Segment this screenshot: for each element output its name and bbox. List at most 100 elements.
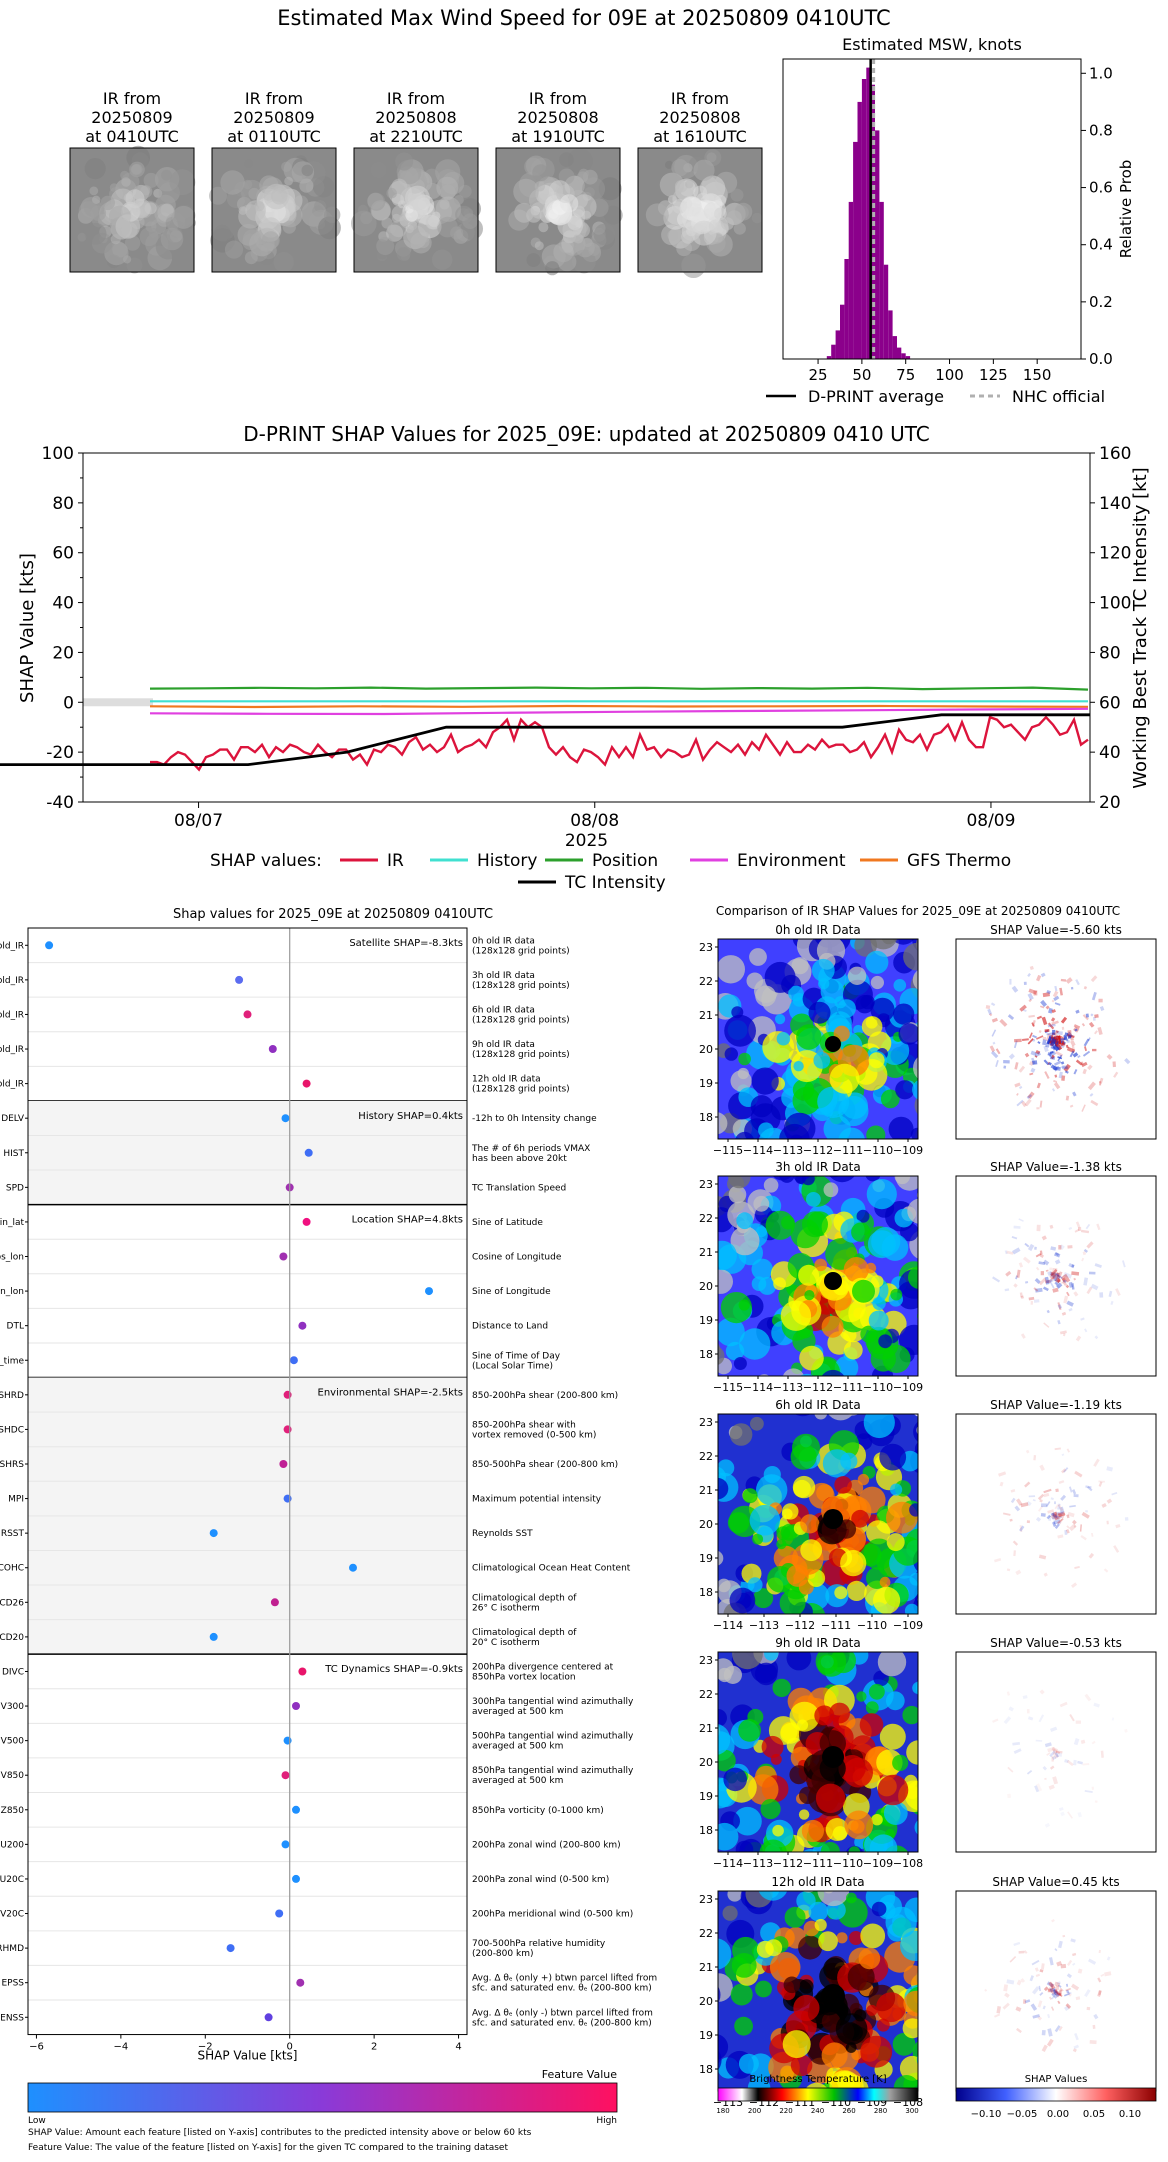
right-y-tick-label: 60 [1099, 693, 1121, 713]
bt-colorbar-tick: 240 [811, 2107, 824, 2115]
shap-texture [1074, 1470, 1083, 1478]
ir-texture [910, 1127, 918, 1139]
ir-texture [689, 1232, 703, 1246]
ir-cloud-texture [110, 234, 121, 245]
shap-texture [1070, 1040, 1076, 1047]
shap-colorbar-tick: 0.05 [1083, 2109, 1105, 2120]
shap-texture [1080, 1739, 1086, 1744]
ir-texture [722, 1905, 738, 1921]
ir-thumbnail-label: IR from [103, 89, 161, 108]
shap-texture [1043, 1259, 1050, 1266]
ir-texture [883, 1801, 908, 1825]
shap-texture [1049, 1750, 1056, 1758]
shap-texture [1049, 1957, 1054, 1966]
shap-texture [1040, 1512, 1046, 1517]
shap-texture [1065, 1284, 1070, 1289]
shap-texture [1013, 1040, 1018, 1049]
ir-texture [834, 1356, 859, 1376]
shap-texture [1057, 2000, 1061, 2005]
ir-thumbnail-label: at 1610UTC [653, 127, 747, 146]
ir-texture [749, 948, 767, 966]
ir-texture [923, 1674, 951, 1702]
shap-texture [1037, 1493, 1045, 1501]
shap-texture [1072, 1052, 1079, 1058]
shap-texture [1051, 1088, 1056, 1092]
shap-texture [1085, 1013, 1089, 1018]
ir-texture [919, 1889, 930, 1900]
ir-texture [823, 1182, 839, 1198]
shap-texture [1042, 1039, 1047, 1046]
shap-texture [1058, 1071, 1063, 1079]
shap-texture [1077, 1812, 1082, 1818]
ir-texture [840, 1452, 858, 1470]
ir-y-tick-label: 22 [699, 1927, 713, 1940]
ir-cloud-texture [386, 187, 398, 199]
ir-texture [895, 1176, 918, 1191]
left-y-tick-label: 80 [52, 494, 74, 514]
ir-texture [893, 2075, 918, 2091]
ir-texture [806, 1192, 821, 1207]
ir-texture [898, 1023, 918, 1045]
legend-label: Environment [737, 851, 846, 871]
shap-texture [1034, 1278, 1041, 1284]
shap-texture [1075, 1059, 1083, 1066]
shap-colorbar-tick: −0.10 [971, 2109, 1002, 2120]
shap-texture [984, 1988, 988, 1992]
ir-texture [925, 1500, 938, 1513]
shap-texture [1059, 987, 1063, 996]
ir-texture [699, 1977, 713, 1991]
shap-texture [1037, 1041, 1041, 1044]
feature-description: Sine of Time of Day [472, 1351, 561, 1361]
feature-description: 200hPa meridional wind (0-500 km) [472, 1910, 633, 1920]
ir-texture [857, 1473, 870, 1486]
shap-texture [1104, 1971, 1112, 1977]
ir-texture [738, 2053, 759, 2074]
ir-texture [869, 1683, 885, 1700]
shap-texture [1094, 1014, 1099, 1019]
feature-name: sin_local_time [0, 1356, 24, 1366]
ir-cloud-texture [680, 195, 702, 217]
ir-cloud-texture [406, 222, 429, 245]
shap-texture [1088, 1021, 1095, 1028]
ir-cloud-texture [559, 152, 574, 167]
feature-dot [292, 1805, 300, 1814]
ir-texture [877, 1652, 907, 1677]
shap-texture [1057, 1513, 1063, 1520]
shap-texture [1058, 1519, 1063, 1525]
shap-texture [1013, 1941, 1021, 1947]
shap-texture [1077, 1227, 1082, 1231]
ir-y-tick-label: 23 [699, 1654, 713, 1667]
ir-texture [689, 1088, 707, 1106]
feature-dot [349, 1563, 357, 1572]
shap-texture [1041, 2029, 1046, 2036]
ir-panel-image [718, 1652, 951, 1852]
ir-texture [799, 1345, 824, 1371]
ir-y-tick-label: 21 [699, 1961, 713, 1974]
shap-texture [1082, 1014, 1089, 1021]
group-shading [28, 1100, 467, 1205]
ir-texture [724, 1014, 756, 1047]
shap-texture [989, 1045, 996, 1053]
ir-texture [852, 1279, 875, 1303]
shap-texture [1047, 1270, 1053, 1276]
ir-texture [923, 1386, 936, 1399]
shap-texture [1048, 1515, 1052, 1522]
environment-series [149, 707, 1089, 716]
shap-texture [1042, 2005, 1046, 2010]
ir-texture [684, 1514, 695, 1525]
shap-panel-frame [955, 1890, 1157, 2092]
feature-name: COHC [0, 1564, 24, 1574]
ir-texture [906, 1740, 918, 1765]
ir-texture [900, 1930, 918, 1961]
shap-texture [1032, 1060, 1038, 1065]
feature-description: (128x128 grid points) [472, 1085, 570, 1095]
shap-texture [1053, 1990, 1060, 1997]
feature-dot [281, 1840, 290, 1849]
shap-texture [1053, 1989, 1060, 1995]
feature-description: Avg. Δ θₑ (only +) btwn parcel lifted fr… [472, 1974, 657, 1984]
shap-texture [1052, 1513, 1058, 1519]
shap-texture [1068, 1523, 1077, 1532]
shap-texture [1042, 1766, 1048, 1771]
shap-texture [1098, 1480, 1105, 1483]
feature-dot [264, 2013, 273, 2022]
